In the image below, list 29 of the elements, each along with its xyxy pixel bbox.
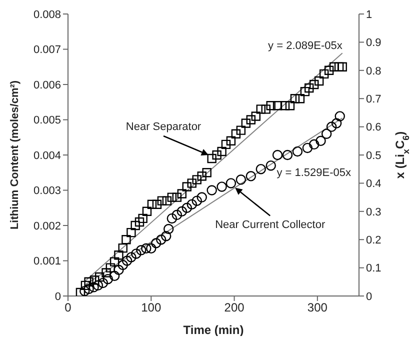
y2-tick-label: 0 <box>366 290 372 303</box>
y2-tick-label: 0.2 <box>366 234 382 247</box>
y-tick-label: 0 <box>54 290 61 303</box>
y-tick-label: 0.002 <box>33 220 61 232</box>
y2-tick-label: 0.4 <box>366 178 382 190</box>
y2-tick-label: 0.3 <box>366 206 382 218</box>
x-tick-label: 300 <box>307 300 328 315</box>
annotation: y = 1.529E-05x <box>276 167 352 179</box>
y2-tick-label: 0.6 <box>366 122 382 134</box>
annotation: y = 2.089E-05x <box>268 40 343 52</box>
y-tick-label: 0.007 <box>33 44 61 56</box>
y-tick-label: 0.008 <box>33 8 61 21</box>
y-tick-label: 0.001 <box>33 256 61 268</box>
annotation: Near Current Collector <box>215 218 326 231</box>
y-tick-label: 0.005 <box>33 114 61 127</box>
y2-tick-label: 0.1 <box>366 262 382 275</box>
y-tick-label: 0.006 <box>33 79 61 92</box>
x-tick-label: 100 <box>141 300 162 315</box>
y-axis-title: Lithium Content (moles/cm²) <box>9 80 21 230</box>
y-tick-label: 0.003 <box>33 185 61 198</box>
x-tick-label: 200 <box>224 300 245 315</box>
y2-tick-label: 1 <box>366 8 372 21</box>
annotation: Near Separator <box>126 121 202 133</box>
y2-tick-label: 0.5 <box>366 150 382 162</box>
y-tick-label: 0.004 <box>33 150 61 162</box>
y2-tick-label: 0.8 <box>366 65 382 78</box>
y2-tick-label: 0.9 <box>366 37 382 50</box>
x-tick-label: 0 <box>64 300 72 315</box>
y2-tick-label: 0.7 <box>366 94 382 106</box>
